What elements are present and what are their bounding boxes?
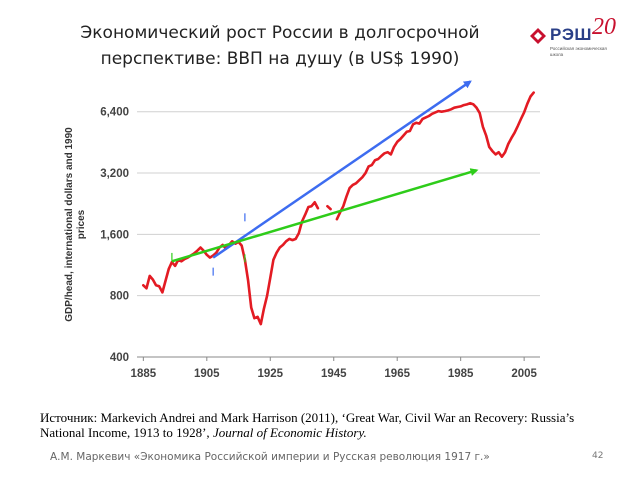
source-journal: Journal of Economic History. xyxy=(212,425,367,440)
source-citation: Источник: Markevich Andrei and Mark Harr… xyxy=(40,410,600,440)
axes: 400 800 1,600 3,200 6,400 1885 1905 1925 1945 196… xyxy=(100,107,540,380)
slide-title: Экономический рост России в долгосрочной… xyxy=(0,20,560,72)
grid-lines xyxy=(137,111,540,358)
trend-arrows xyxy=(171,80,479,276)
x-tick-label: 1885 xyxy=(131,368,157,380)
nes-logo-text: РЭШ xyxy=(550,25,593,44)
source-text: Источник: Markevich Andrei and Mark Harr… xyxy=(40,410,575,440)
nes-logo-subtitle: Российская экономическая школа xyxy=(550,46,607,57)
nes-logo-mark-icon xyxy=(530,28,546,44)
x-tick-label: 1925 xyxy=(257,368,283,380)
y-tick-label: 1,600 xyxy=(100,229,129,241)
x-tick-label: 1945 xyxy=(321,368,347,380)
nes-logo: РЭШ 20 Российская экономическая школа xyxy=(528,14,623,64)
blue-trend-arrow xyxy=(212,80,472,259)
slide-title-line-2: перспективе: ВВП на душу (в US$ 1990) xyxy=(100,49,460,69)
x-tick-label: 1965 xyxy=(384,368,410,380)
x-tick-label: 1905 xyxy=(194,368,220,380)
slide-footer: А.М. Маркевич «Экономика Российской импе… xyxy=(50,451,490,463)
green-trend-arrow xyxy=(171,168,479,263)
gdp-series-line xyxy=(142,201,320,326)
gdp-series-line xyxy=(335,91,535,221)
x-tick-label: 1985 xyxy=(448,368,474,380)
slide-title-line-1: Экономический рост России в долгосрочной xyxy=(80,23,480,43)
y-axis-label: GDP/head, international dollars and 1990… xyxy=(64,127,87,322)
nes-logo-years: 20 xyxy=(592,14,616,40)
gdp-series-line xyxy=(326,204,332,211)
y-tick-label: 400 xyxy=(110,352,129,364)
y-tick-label: 800 xyxy=(110,291,129,303)
y-tick-label: 6,400 xyxy=(100,107,129,119)
page-number: 42 xyxy=(592,451,604,461)
y-tick-label: 3,200 xyxy=(100,168,129,180)
series-layer xyxy=(142,91,535,326)
x-tick-label: 2005 xyxy=(511,368,537,380)
